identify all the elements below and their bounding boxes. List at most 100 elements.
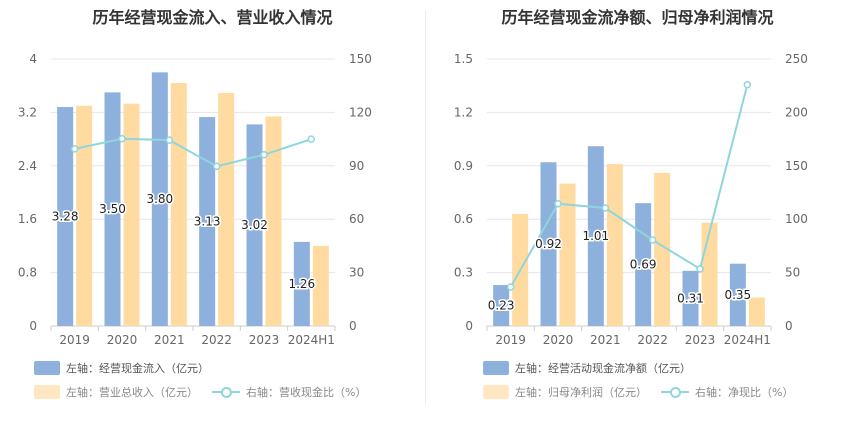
ratio-point bbox=[118, 134, 126, 143]
legend-label: 右轴：营收现金比（%） bbox=[246, 386, 367, 399]
ratio-line bbox=[509, 84, 749, 288]
legend-label: 左轴：经营现金流入（亿元） bbox=[66, 362, 209, 375]
bar-secondary bbox=[606, 164, 623, 326]
right-axis-tick-label: 200 bbox=[785, 105, 808, 119]
bar-secondary bbox=[312, 245, 329, 326]
chart-title: 历年经营现金流净额、归母净利润情况 bbox=[501, 8, 774, 27]
right-axis-tick-label: 0 bbox=[349, 319, 357, 333]
ratio-point bbox=[506, 283, 515, 291]
legend-item-net-ratio[interactable]: 右轴：净现比（%） bbox=[661, 384, 793, 400]
legend-label: 左轴：营业总收入（亿元） bbox=[66, 386, 198, 399]
left-axis-tick-label: 0 bbox=[465, 319, 473, 333]
ratio-point bbox=[554, 199, 562, 208]
legend-item-cash-inflow[interactable]: 左轴：经营现金流入（亿元） bbox=[34, 360, 209, 376]
x-axis-tick-label: 2021 bbox=[590, 333, 621, 347]
bar-primary bbox=[682, 270, 699, 326]
x-axis-tick-label: 2019 bbox=[495, 333, 526, 347]
bar-secondary bbox=[123, 103, 140, 326]
left-axis-tick-label: 1.6 bbox=[18, 212, 37, 226]
ratio-point bbox=[260, 151, 268, 159]
legend-swatch bbox=[34, 385, 60, 399]
bar-data-label: 1.01 bbox=[582, 229, 609, 243]
legend-row: 左轴：归母净利润（亿元） 右轴：净现比（%） bbox=[483, 384, 793, 400]
x-axis-tick-label: 2024H1 bbox=[724, 333, 771, 347]
left-axis-tick-label: 4 bbox=[29, 52, 37, 66]
left-axis-tick-label: 0.9 bbox=[454, 159, 473, 173]
right-axis-tick-label: 150 bbox=[349, 52, 372, 66]
bar-primary bbox=[493, 285, 510, 326]
left-axis-tick-label: 0 bbox=[29, 319, 37, 333]
ratio-point bbox=[165, 136, 174, 144]
right-axis-tick-label: 0 bbox=[785, 319, 793, 333]
left-axis-tick-label: 0.6 bbox=[454, 212, 473, 226]
net-cashflow-profit-chart: 历年经营现金流净额、归母净利润情况 0 0.3 0.6 0.9 1.2 1.5 0 50 100… bbox=[425, 0, 850, 437]
legend-item-net-profit[interactable]: 左轴：归母净利润（亿元） bbox=[483, 384, 647, 400]
ratio-point bbox=[601, 204, 610, 212]
x-axis-tick-label: 2022 bbox=[637, 333, 668, 347]
bar-secondary bbox=[559, 183, 576, 326]
ratio-point bbox=[743, 80, 752, 89]
legend-label: 右轴：净现比（%） bbox=[695, 386, 794, 399]
right-axis-tick-label: 90 bbox=[349, 159, 364, 173]
x-axis-tick-label: 2022 bbox=[201, 333, 232, 347]
legend-line-swatch bbox=[661, 385, 689, 399]
bar-data-label: 3.50 bbox=[99, 202, 126, 216]
bar-secondary bbox=[701, 222, 718, 326]
left-axis-tick-label: 0.8 bbox=[18, 266, 37, 280]
x-axis-tick-label: 2024H1 bbox=[288, 333, 335, 347]
x-axis-tick-label: 2021 bbox=[154, 333, 185, 347]
x-axis-tick-label: 2023 bbox=[685, 333, 716, 347]
bar-secondary bbox=[218, 93, 235, 326]
bar-data-label: 0.31 bbox=[677, 291, 704, 305]
bar-data-label: 0.69 bbox=[630, 258, 657, 272]
bar-data-label: 0.23 bbox=[488, 299, 515, 313]
legend-label: 左轴：经营活动现金流净额（亿元） bbox=[515, 362, 691, 375]
ratio-line bbox=[74, 137, 312, 168]
right-axis-tick-label: 100 bbox=[785, 212, 808, 226]
left-axis-tick-label: 0.3 bbox=[454, 266, 473, 280]
left-axis-tick-label: 1.5 bbox=[454, 52, 473, 66]
bar-primary bbox=[199, 117, 216, 326]
chart-plot-area: 0 0.8 1.6 2.4 3.2 4 0 30 60 90 120 150 2019 2020 2021 2… bbox=[18, 52, 372, 347]
x-axis-tick-label: 2019 bbox=[59, 333, 90, 347]
ratio-point bbox=[307, 135, 316, 143]
legend-swatch bbox=[483, 385, 509, 399]
right-axis-tick-label: 60 bbox=[349, 212, 364, 226]
left-axis-tick-label: 3.2 bbox=[18, 105, 37, 119]
bar-primary bbox=[57, 107, 74, 326]
x-axis-tick-label: 2020 bbox=[543, 333, 574, 347]
bar-primary bbox=[729, 263, 746, 326]
bar-data-label: 3.80 bbox=[146, 192, 173, 206]
right-axis-tick-label: 30 bbox=[349, 266, 364, 280]
bar-data-label: 1.26 bbox=[288, 277, 315, 291]
bar-secondary bbox=[748, 297, 765, 326]
ratio-point bbox=[70, 145, 79, 153]
bar-data-label: 3.13 bbox=[194, 215, 221, 229]
ratio-point bbox=[696, 265, 704, 273]
bar-data-label: 0.35 bbox=[724, 288, 751, 302]
right-axis-tick-label: 50 bbox=[785, 266, 800, 280]
bar-secondary bbox=[265, 116, 282, 326]
bar-data-label: 3.28 bbox=[52, 210, 79, 224]
bar-data-label: 3.02 bbox=[241, 218, 268, 232]
bar-primary bbox=[587, 146, 604, 326]
cash-inflow-revenue-chart: 历年经营现金流入、营业收入情况 0 0.8 1.6 2.4 3.2 4 0 30 60 90 120… bbox=[18, 8, 372, 400]
legend-item-ratio[interactable]: 右轴：营收现金比（%） bbox=[212, 384, 366, 400]
bar-secondary bbox=[654, 172, 671, 326]
legend-item-revenue[interactable]: 左轴：营业总收入（亿元） bbox=[34, 384, 198, 400]
ratio-point bbox=[212, 162, 221, 171]
chart-title: 历年经营现金流入、营业收入情况 bbox=[92, 8, 333, 27]
legend-line-swatch bbox=[212, 385, 240, 399]
panel-divider bbox=[425, 10, 426, 405]
bar-secondary bbox=[170, 83, 187, 326]
bar-primary bbox=[104, 92, 121, 326]
right-axis-tick-label: 250 bbox=[785, 52, 808, 66]
legend-swatch bbox=[34, 361, 60, 375]
legend-swatch bbox=[483, 361, 509, 375]
legend-item-net-cashflow[interactable]: 左轴：经营活动现金流净额（亿元） bbox=[483, 360, 691, 376]
bar-primary bbox=[635, 203, 652, 326]
bar-primary bbox=[246, 124, 263, 326]
ratio-point bbox=[648, 236, 657, 244]
x-axis-tick-label: 2023 bbox=[249, 333, 280, 347]
